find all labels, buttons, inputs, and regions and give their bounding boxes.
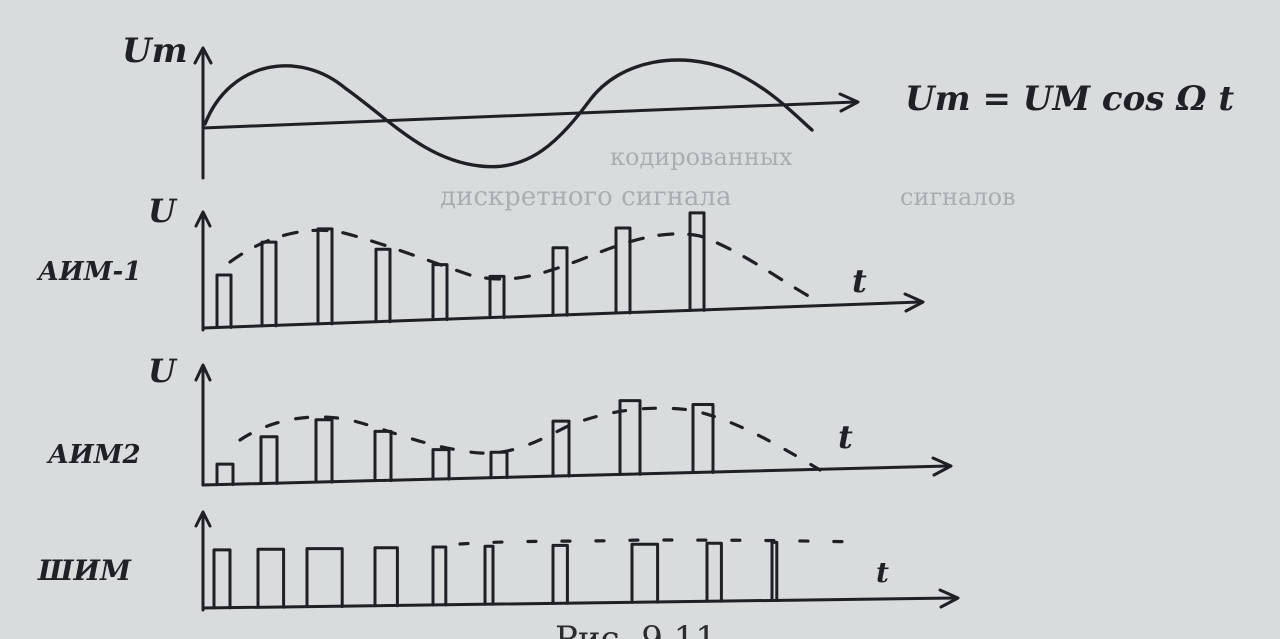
- aim1-time-axis: [201, 300, 922, 330]
- aim2-pulse: [314, 418, 334, 484]
- aim2-pulse: [215, 462, 235, 487]
- aim2-pulse: [551, 419, 571, 478]
- figure-caption: Рис. 9.11: [555, 619, 717, 639]
- um-axis-label: Um: [122, 31, 188, 71]
- aim2-pulse: [691, 402, 715, 475]
- sine-panel: Um Um = UM cos Ω t: [122, 31, 1234, 180]
- aim2-pulse: [431, 448, 451, 481]
- shim-time-axis: [201, 596, 957, 610]
- shim-pulse: [431, 545, 448, 607]
- aim1-pulse: [614, 226, 632, 315]
- aim2-u-label: U: [148, 352, 178, 390]
- shim-panel: ШИМ t: [37, 510, 960, 612]
- shim-pulse: [212, 548, 232, 610]
- shim-t-label: t: [876, 556, 889, 589]
- aim2-pulse: [373, 429, 393, 483]
- aim1-envelope: [228, 228, 814, 300]
- sine-time-axis: [201, 100, 857, 130]
- aim2-pulses: [215, 399, 715, 487]
- aim2-time-axis-arrow-icon: [931, 456, 953, 477]
- aim1-t-label: t: [852, 262, 867, 300]
- shim-time-axis-arrow-icon: [938, 588, 960, 609]
- shim-envelope: [458, 538, 862, 546]
- shim-pulse: [373, 546, 399, 608]
- aim2-u-axis-arrow-icon: [194, 363, 212, 382]
- equation-label: Um = UM cos Ω t: [905, 79, 1234, 119]
- um-axis-arrow-icon: [193, 46, 213, 65]
- aim1-pulse: [260, 240, 278, 328]
- aim1-pulse: [551, 246, 569, 317]
- aim1-pulse: [374, 247, 392, 324]
- show-through-line-2: кодированных: [610, 143, 793, 171]
- show-through-line-3: сигналов: [900, 183, 1016, 211]
- aim2-label: АИМ2: [46, 440, 141, 470]
- shim-pulses: [212, 540, 779, 610]
- shim-pulse: [551, 543, 569, 605]
- aim2-pulse: [618, 399, 642, 476]
- sine-time-axis-arrow-icon: [838, 92, 860, 113]
- aim1-u-label: U: [148, 192, 178, 230]
- shim-pulse: [305, 547, 344, 609]
- aim2-envelope: [238, 406, 822, 472]
- aim1-label: АИМ-1: [36, 257, 141, 287]
- shim-pulse: [256, 547, 286, 609]
- aim2-pulse: [259, 435, 279, 486]
- aim1-pulse: [316, 227, 334, 326]
- sine-wave: [203, 58, 814, 169]
- aim2-pulse: [489, 450, 509, 480]
- aim1-panel: U АИМ-1 t: [36, 192, 925, 332]
- aim1-pulse: [688, 211, 706, 312]
- aim2-panel: U АИМ2 t: [46, 352, 953, 487]
- aim2-t-label: t: [838, 418, 853, 456]
- aim1-u-axis-arrow-icon: [194, 210, 212, 228]
- show-through-line-1: дискретного сигнала: [440, 182, 731, 212]
- shim-pulse: [630, 542, 660, 604]
- shim-label: ШИМ: [37, 554, 132, 587]
- shim-pulse: [483, 544, 495, 606]
- shim-pulse: [770, 540, 779, 602]
- aim1-pulse: [215, 273, 233, 329]
- aim1-pulse: [488, 274, 506, 320]
- aim1-time-axis-arrow-icon: [903, 292, 925, 313]
- aim2-time-axis: [201, 464, 950, 487]
- shim-pulse: [705, 541, 723, 603]
- aim1-pulse: [431, 263, 449, 322]
- shim-axis-arrow-icon: [194, 510, 212, 528]
- show-through-text: дискретного сигнала кодированных сигнало…: [440, 143, 1016, 212]
